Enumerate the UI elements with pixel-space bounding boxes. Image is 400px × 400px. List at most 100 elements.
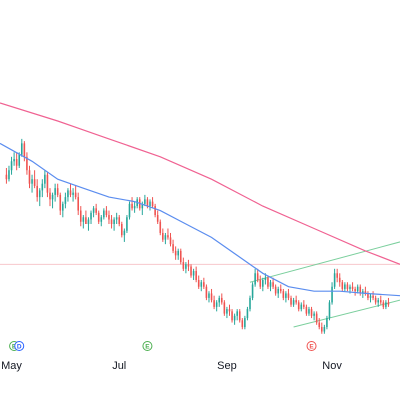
- candle-body: [244, 318, 246, 328]
- candle-body: [272, 282, 274, 287]
- candle-body: [228, 309, 231, 312]
- candle-body: [356, 286, 359, 292]
- candle: [254, 268, 256, 287]
- candle-body: [79, 210, 82, 222]
- candle: [320, 322, 323, 334]
- candle: [338, 273, 341, 287]
- candle: [64, 192, 67, 209]
- candle: [315, 311, 318, 325]
- candle-body: [359, 286, 362, 294]
- dividend-badge[interactable]: D: [14, 341, 25, 351]
- candle: [351, 282, 354, 292]
- candle-body: [185, 264, 187, 269]
- candle-body: [5, 174, 8, 180]
- candle-body: [172, 244, 174, 251]
- candle: [205, 284, 208, 301]
- candle-body: [36, 185, 38, 198]
- x-tick-label: Nov: [322, 360, 342, 372]
- candle: [336, 268, 338, 283]
- candle: [328, 300, 331, 321]
- candle-body: [346, 284, 349, 289]
- candle-body: [41, 183, 44, 191]
- candle-body: [33, 179, 36, 186]
- candle: [156, 210, 159, 224]
- candle-body: [300, 304, 303, 310]
- candle-body: [203, 282, 205, 287]
- candle: [41, 179, 44, 198]
- x-tick-label: May: [1, 360, 22, 372]
- candle: [236, 309, 238, 321]
- candle: [367, 291, 369, 301]
- earnings-badge[interactable]: E: [306, 341, 317, 351]
- candle: [49, 188, 51, 207]
- candle-body: [279, 288, 282, 292]
- candle: [56, 183, 59, 198]
- candle-body: [308, 309, 310, 314]
- candle-body: [126, 217, 128, 231]
- candle-body: [287, 293, 290, 298]
- candle-body: [90, 212, 92, 220]
- candle: [341, 280, 344, 292]
- candle: [344, 282, 346, 292]
- candle-body: [49, 192, 51, 200]
- candle-body: [379, 300, 382, 303]
- channel-line-1[interactable]: [249, 241, 400, 283]
- candle: [385, 300, 387, 310]
- candle: [162, 228, 164, 242]
- candle-body: [246, 309, 249, 319]
- candle-body: [200, 282, 203, 287]
- candle-body: [8, 170, 10, 180]
- candle: [308, 306, 310, 316]
- channel-line-2[interactable]: [293, 299, 400, 328]
- candle-body: [208, 293, 210, 298]
- candle: [182, 257, 185, 272]
- candle-body: [333, 273, 336, 287]
- candle-body: [95, 208, 97, 213]
- candle-body: [251, 284, 254, 298]
- candle: [197, 275, 200, 289]
- candle-body: [267, 277, 269, 287]
- candle-body: [56, 188, 59, 195]
- candle: [303, 300, 305, 310]
- candle: [118, 215, 121, 227]
- candle-body: [87, 219, 90, 224]
- candle: [256, 268, 259, 283]
- candle: [203, 277, 205, 289]
- candle-body: [233, 315, 236, 321]
- earnings-badge[interactable]: E: [142, 341, 153, 351]
- candle: [36, 179, 38, 202]
- candle-body: [382, 302, 385, 307]
- candle: [354, 286, 356, 296]
- candle: [372, 291, 374, 301]
- x-tick-label: Sep: [217, 360, 237, 372]
- candle: [369, 293, 372, 303]
- candle-body: [133, 206, 136, 209]
- badge-letter: E: [309, 344, 314, 351]
- candle: [87, 217, 90, 231]
- candle-body: [344, 284, 346, 289]
- candle: [285, 291, 287, 303]
- candle: [113, 217, 115, 231]
- candle: [374, 295, 377, 305]
- candle: [210, 288, 213, 303]
- candle: [15, 152, 18, 171]
- candle: [100, 215, 103, 227]
- candle-body: [85, 217, 87, 224]
- candle-body: [110, 219, 113, 224]
- candle: [262, 277, 264, 292]
- candle-body: [141, 203, 144, 209]
- candle-body: [162, 232, 164, 240]
- candle: [238, 309, 241, 323]
- candle: [164, 232, 167, 245]
- candle-body: [77, 197, 80, 211]
- candle-body: [205, 286, 208, 298]
- candle-body: [82, 217, 85, 222]
- candle: [292, 297, 295, 307]
- candle-body: [167, 235, 169, 238]
- candle: [377, 297, 380, 307]
- candle: [123, 228, 126, 242]
- badge-letter: D: [17, 344, 22, 351]
- candle: [279, 284, 282, 294]
